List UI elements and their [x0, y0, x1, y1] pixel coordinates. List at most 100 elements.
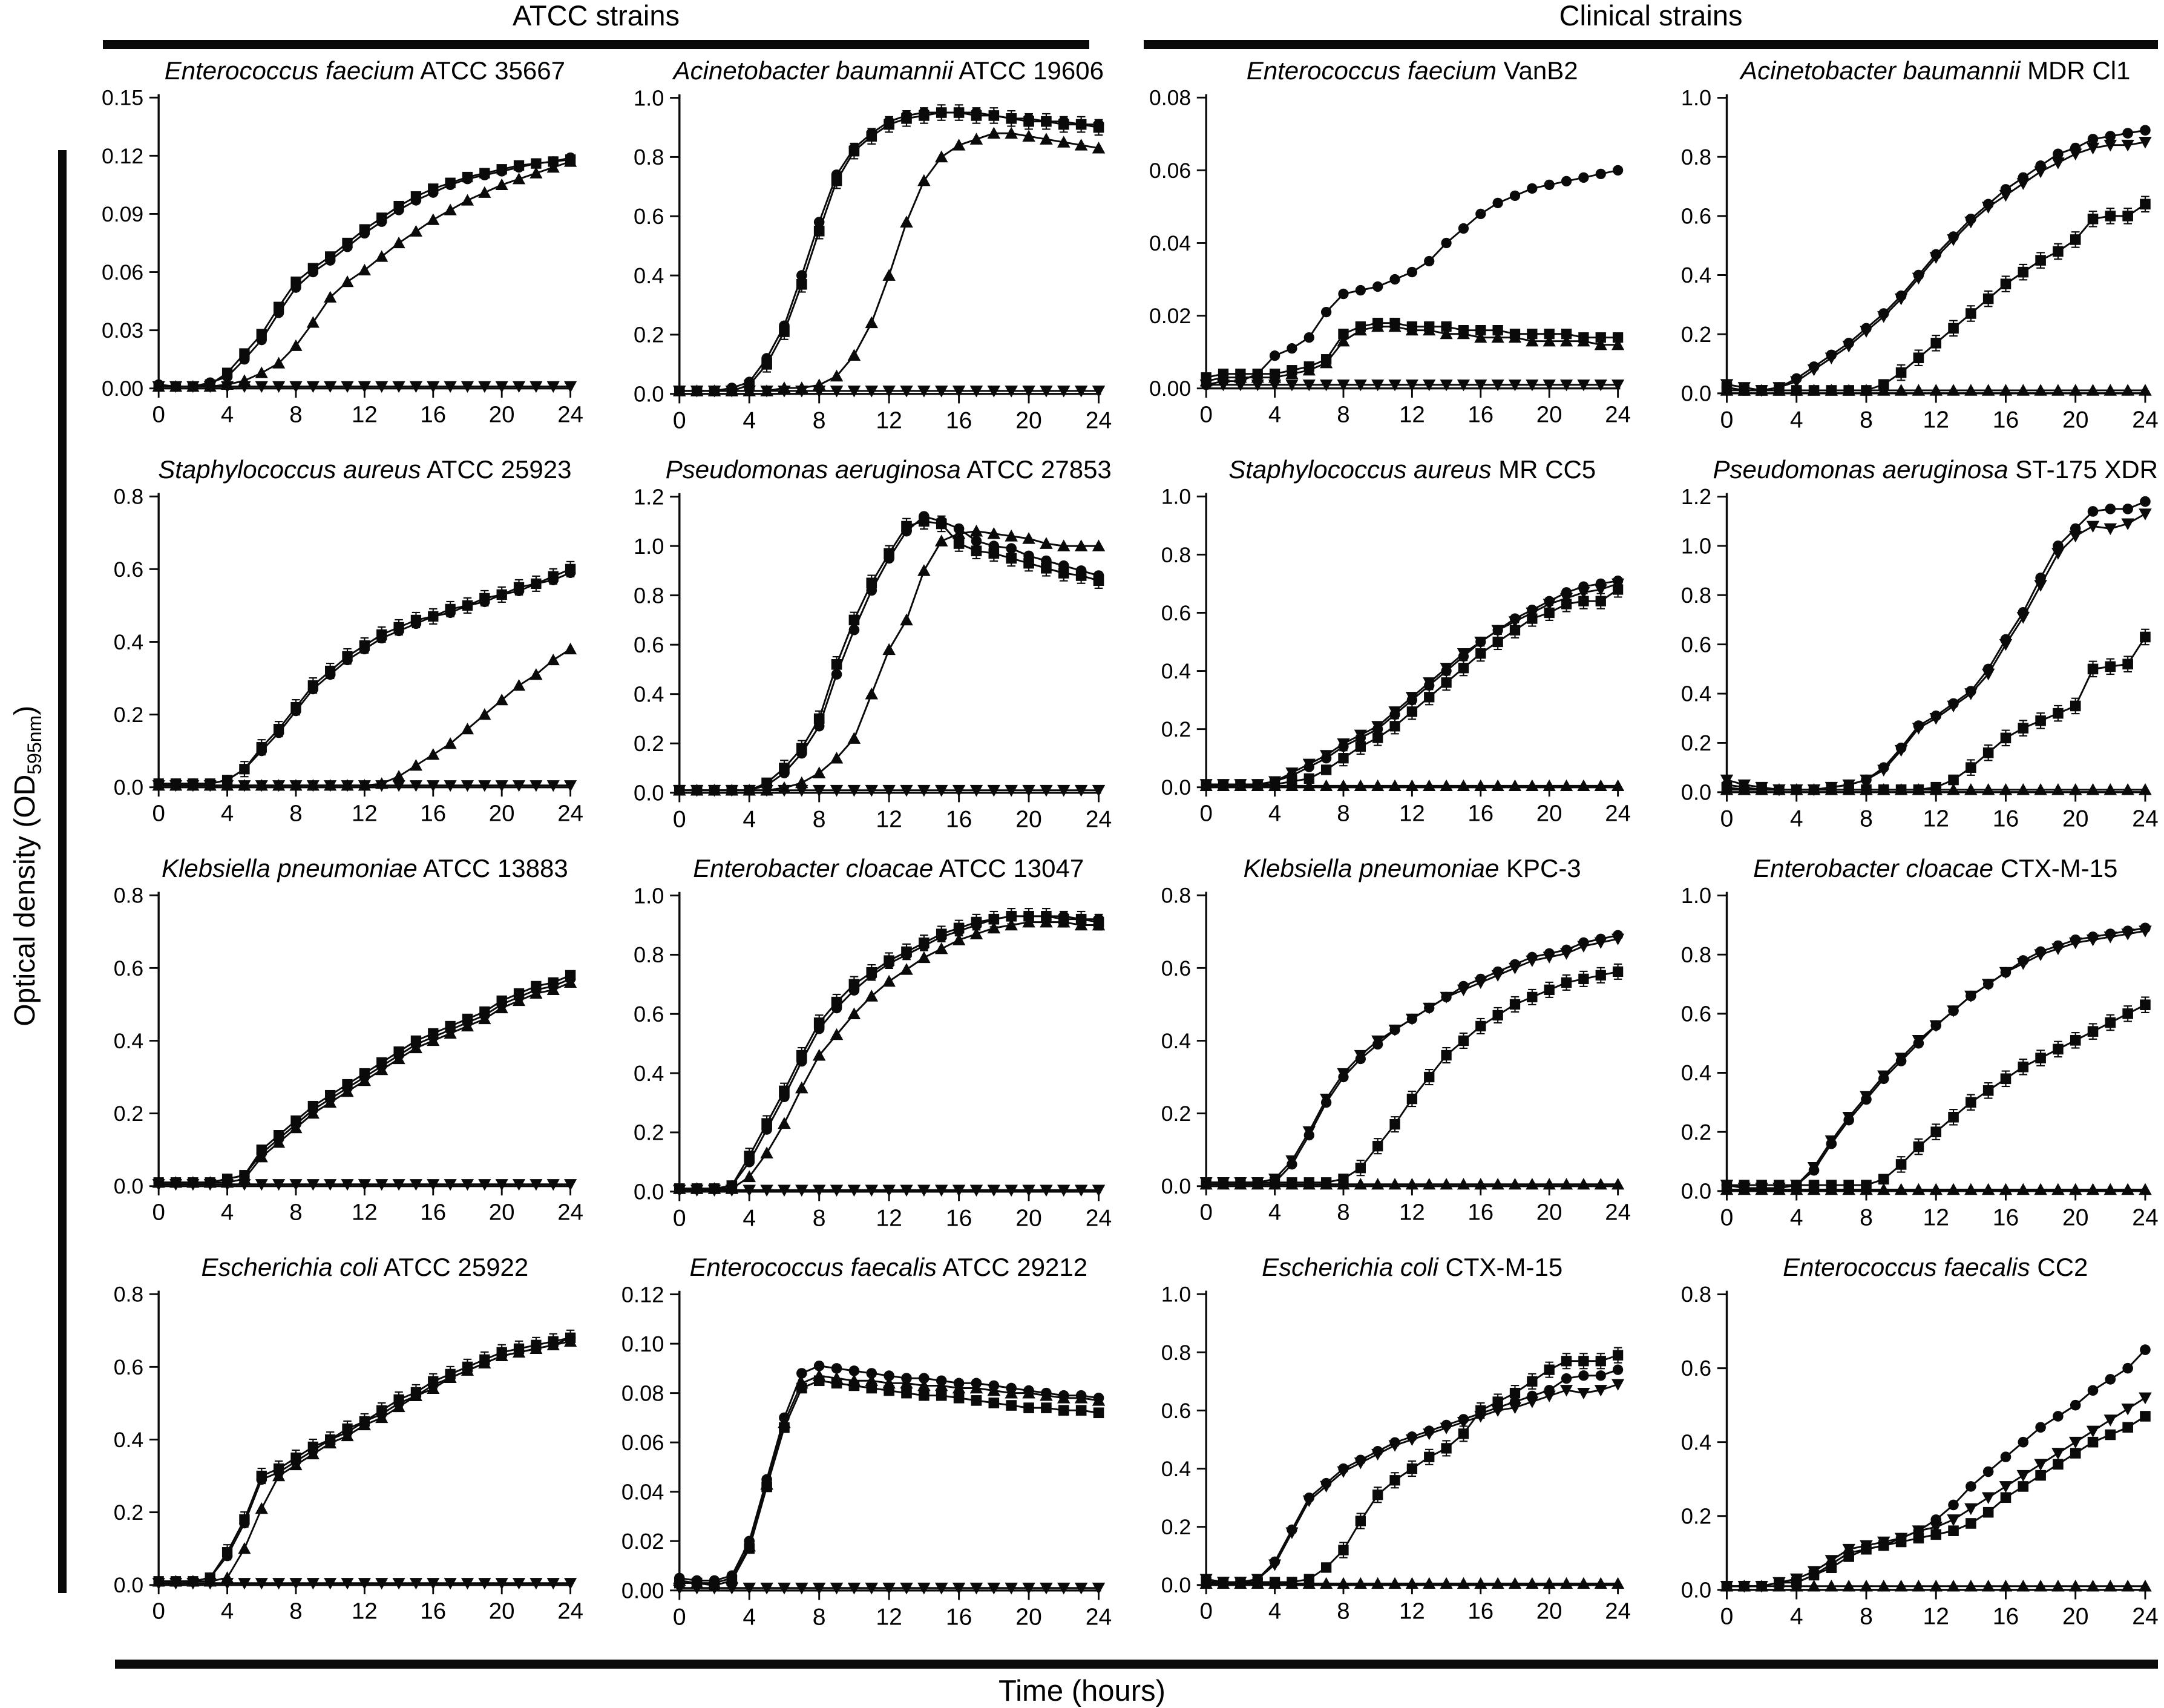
plot-enterococcus-faecium-vanb2: 0.00 0.02 0.04 0.06 0.08 0 4 8 12 16 20 24 [1149, 86, 1631, 427]
svg-text:8: 8 [1337, 1200, 1349, 1226]
plot-klebsiella-pneumoniae-kpc-3: 0.0 0.2 0.4 0.6 0.8 0 4 8 12 16 20 24 [1161, 884, 1631, 1226]
series-circle [1201, 930, 1624, 1188]
svg-text:0.15: 0.15 [102, 86, 143, 110]
group-label-atcc-strains: ATCC strains [513, 0, 680, 31]
svg-text:8: 8 [1337, 801, 1349, 827]
series-square [153, 1329, 576, 1587]
svg-text:12: 12 [1399, 1598, 1425, 1624]
series-triangle-down [1720, 1392, 2152, 1593]
svg-text:8: 8 [289, 401, 302, 427]
svg-text:1.0: 1.0 [634, 86, 664, 110]
series-square [674, 908, 1104, 1194]
svg-text:0.4: 0.4 [114, 1428, 143, 1452]
series-triangle-up [1199, 1178, 1624, 1190]
svg-text:20: 20 [1536, 401, 1562, 427]
series-square [674, 1375, 1104, 1591]
svg-text:12: 12 [352, 1598, 378, 1624]
series-triangle-down [1720, 508, 2152, 797]
svg-text:0.0: 0.0 [1161, 1573, 1191, 1597]
plot-escherichia-coli-atcc-25922: 0.0 0.2 0.4 0.6 0.8 0 4 8 12 16 20 24 [114, 1283, 583, 1624]
svg-text:20: 20 [2062, 1205, 2088, 1231]
series-circle [153, 567, 576, 789]
svg-text:0.04: 0.04 [1149, 231, 1191, 255]
svg-text:12: 12 [876, 408, 902, 434]
svg-text:0: 0 [1199, 801, 1212, 827]
panel-title-species: Staphylococcus aureus [158, 455, 421, 484]
svg-text:0.4: 0.4 [114, 630, 143, 654]
plot-enterobacter-cloacae-atcc-13047: 0.0 0.2 0.4 0.6 0.8 1.0 0 4 8 12 16 20 24 [634, 884, 1112, 1232]
svg-text:0: 0 [152, 1598, 165, 1624]
svg-text:0.6: 0.6 [1161, 1399, 1191, 1423]
plot-escherichia-coli-ctx-m-15: 0.0 0.2 0.4 0.6 0.8 1.0 0 4 8 12 16 20 24 [1161, 1283, 1631, 1624]
svg-text:0.06: 0.06 [1149, 159, 1191, 183]
svg-text:0.2: 0.2 [1161, 717, 1191, 741]
panel-title-strain: CTX-M-15 [1438, 1253, 1563, 1282]
axes: 0.0 0.2 0.4 0.6 0.8 1.0 1.2 0 4 8 12 16 20 24 [634, 485, 1112, 833]
svg-text:24: 24 [1085, 807, 1111, 833]
svg-text:20: 20 [489, 401, 515, 427]
growth-panel-enterobacter-cloacae-ctx-m-15: Enterobacter cloacae CTX-M-15 0.0 0.2 0.4 0.… [1638, 853, 2158, 1239]
panel-title-strain: ATCC 13883 [417, 854, 568, 883]
panel-title: Enterococcus faecium VanB2 [1119, 56, 1631, 86]
panel-title: Acinetobacter baumannii ATCC 19606 [591, 56, 1112, 86]
svg-text:20: 20 [489, 801, 515, 827]
panel-title: Escherichia coli CTX-M-15 [1119, 1252, 1631, 1283]
svg-text:0.0: 0.0 [634, 781, 664, 806]
panel-title: Acinetobacter baumannii MDR Cl1 [1638, 56, 2158, 86]
svg-text:1.0: 1.0 [1161, 485, 1191, 509]
svg-text:0: 0 [152, 1200, 165, 1226]
series-circle [153, 973, 576, 1188]
svg-text:12: 12 [352, 401, 378, 427]
panel-title: Escherichia coli ATCC 25922 [71, 1252, 583, 1283]
svg-text:16: 16 [420, 401, 446, 427]
svg-text:0.2: 0.2 [114, 703, 143, 727]
plot-enterococcus-faecium-atcc-35667: 0.00 0.03 0.06 0.09 0.12 0.15 0 4 8 12 16 20 24 [102, 86, 583, 427]
svg-text:0.08: 0.08 [621, 1381, 664, 1406]
svg-text:4: 4 [743, 807, 756, 833]
svg-text:0: 0 [1720, 1604, 1733, 1630]
svg-text:24: 24 [557, 1200, 583, 1226]
series-triangle-down [1720, 136, 2152, 397]
panel-title-strain: VanB2 [1496, 56, 1578, 85]
panel-title-strain: ATCC 29212 [937, 1253, 1088, 1282]
svg-text:0.2: 0.2 [114, 1102, 143, 1126]
svg-text:8: 8 [1860, 1205, 1873, 1231]
svg-text:0.4: 0.4 [1161, 1029, 1191, 1053]
svg-text:8: 8 [1337, 1598, 1349, 1624]
plot-pseudomonas-aeruginosa-st-175-xdr: 0.0 0.2 0.4 0.6 0.8 1.0 1.2 0 4 8 12 16 20 24 [1680, 485, 2158, 832]
panel-title-species: Enterococcus faecalis [689, 1253, 937, 1282]
svg-text:0.8: 0.8 [634, 145, 664, 169]
growth-panel-enterobacter-cloacae-atcc-13047: Enterobacter cloacae ATCC 13047 0.0 0.2 0.4… [591, 853, 1112, 1239]
svg-text:0.2: 0.2 [1680, 1120, 1711, 1145]
svg-text:16: 16 [1467, 801, 1493, 827]
svg-text:0.4: 0.4 [634, 263, 664, 288]
svg-text:16: 16 [1992, 1604, 2018, 1630]
series-triangle-down [1720, 925, 2152, 1195]
svg-text:0.6: 0.6 [114, 956, 143, 980]
svg-text:0.8: 0.8 [1161, 543, 1191, 567]
series-triangle-up [672, 524, 1106, 796]
svg-text:12: 12 [352, 1200, 378, 1226]
axes: 0.0 0.2 0.4 0.6 0.8 0 4 8 12 16 20 24 [1680, 1283, 2158, 1629]
series-triangle-up [672, 1369, 1106, 1589]
svg-text:12: 12 [1923, 806, 1949, 832]
series-triangle-down [1199, 933, 1624, 1189]
svg-text:0.4: 0.4 [1161, 659, 1191, 683]
svg-text:16: 16 [1467, 401, 1493, 427]
svg-text:16: 16 [420, 1200, 446, 1226]
svg-text:4: 4 [1789, 1205, 1803, 1231]
panel-title: Klebsiella pneumoniae KPC-3 [1119, 853, 1631, 884]
svg-text:12: 12 [1923, 1604, 1949, 1630]
svg-text:12: 12 [352, 801, 378, 827]
plot-enterococcus-faecalis-cc2: 0.0 0.2 0.4 0.6 0.8 0 4 8 12 16 20 24 [1680, 1283, 2158, 1629]
svg-text:8: 8 [1860, 1604, 1873, 1630]
series-square [1201, 963, 1624, 1188]
panel-title-species: Enterococcus faecium [1246, 56, 1497, 85]
svg-text:0.6: 0.6 [1680, 1356, 1711, 1381]
svg-text:16: 16 [1467, 1598, 1493, 1624]
svg-text:1.0: 1.0 [1161, 1283, 1191, 1307]
panel-title-strain: CTX-M-15 [1993, 854, 2118, 883]
svg-text:0.4: 0.4 [1680, 1430, 1711, 1455]
series-square [1721, 195, 2151, 396]
svg-text:0.04: 0.04 [621, 1480, 664, 1505]
